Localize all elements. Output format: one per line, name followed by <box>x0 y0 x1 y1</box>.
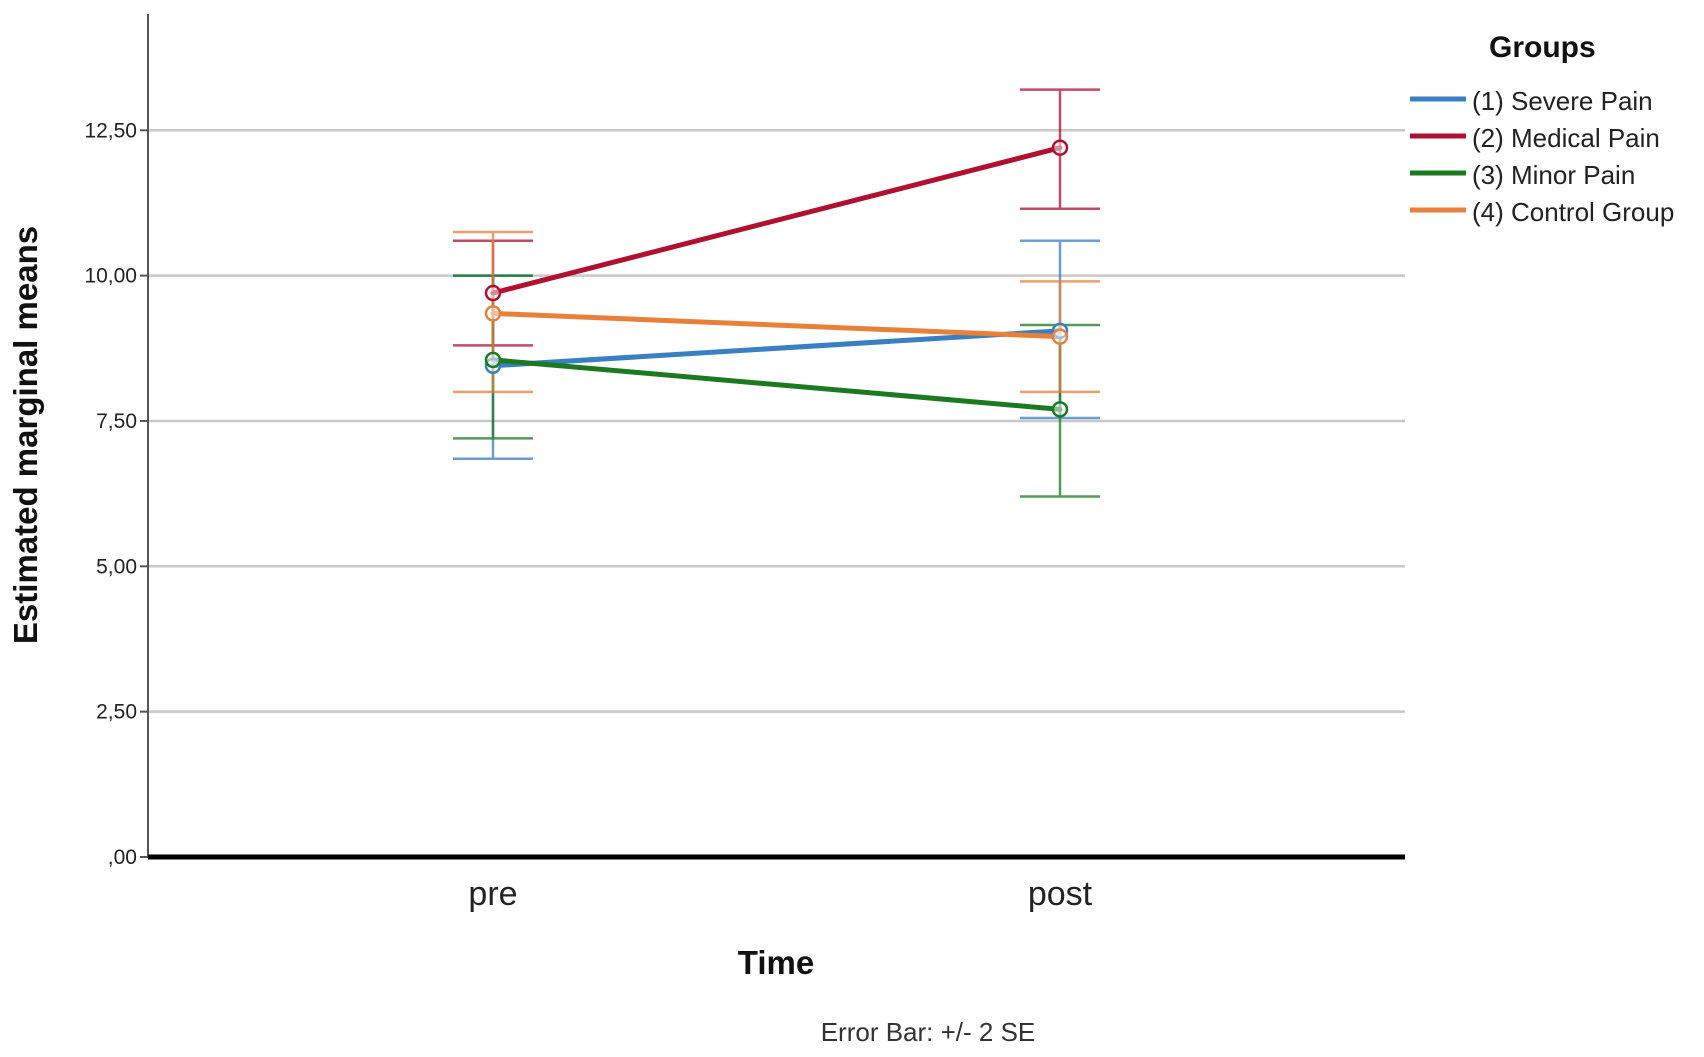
series-lines <box>490 145 1063 412</box>
y-tick-label: 5,00 <box>96 555 137 578</box>
series-points <box>484 139 1069 418</box>
y-tick-label: 2,50 <box>96 701 137 724</box>
legend-label: (3) Minor Pain <box>1472 160 1635 190</box>
legend-label: (1) Severe Pain <box>1472 86 1653 116</box>
error-bar-footnote: Error Bar: +/- 2 SE <box>821 1017 1036 1047</box>
y-tick-label: 7,50 <box>96 410 137 433</box>
series-point <box>484 305 502 322</box>
y-axis-title: Estimated marginal means <box>7 226 44 644</box>
series-point <box>1051 139 1069 156</box>
gridlines <box>148 129 1405 713</box>
error-bars <box>453 88 1100 498</box>
series-line <box>490 310 1063 340</box>
series-point <box>484 351 502 369</box>
legend-label: (2) Medical Pain <box>1472 123 1660 153</box>
legend-title: Groups <box>1489 31 1596 64</box>
series-line <box>490 328 1063 369</box>
legend: Groups (1) Severe Pain (2) Medical Pain (3… <box>1410 31 1674 227</box>
x-category-label: post <box>1028 875 1093 913</box>
y-tick-label: 12,50 <box>84 119 137 142</box>
y-tick-label: 10,00 <box>84 265 137 288</box>
x-category-label: pre <box>468 875 517 913</box>
y-tick-labels: 12,50 10,00 7,50 5,00 2,50 ,00 <box>84 119 148 869</box>
series-point <box>1051 401 1069 418</box>
axes <box>147 14 1405 860</box>
legend-items: (1) Severe Pain (2) Medical Pain (3) Minor… <box>1410 86 1674 227</box>
series-point <box>1051 328 1069 345</box>
legend-item: (4) Control Group <box>1410 197 1674 227</box>
series-point <box>484 284 502 302</box>
series-line <box>490 357 1063 412</box>
x-axis-title: Time <box>738 944 814 981</box>
legend-item: (3) Minor Pain <box>1410 160 1635 190</box>
legend-item: (2) Medical Pain <box>1410 123 1660 153</box>
legend-label: (4) Control Group <box>1472 197 1674 227</box>
legend-item: (1) Severe Pain <box>1410 86 1653 116</box>
series-line <box>490 145 1063 296</box>
x-category-labels: pre post <box>468 875 1092 913</box>
y-tick-label: ,00 <box>108 846 137 869</box>
